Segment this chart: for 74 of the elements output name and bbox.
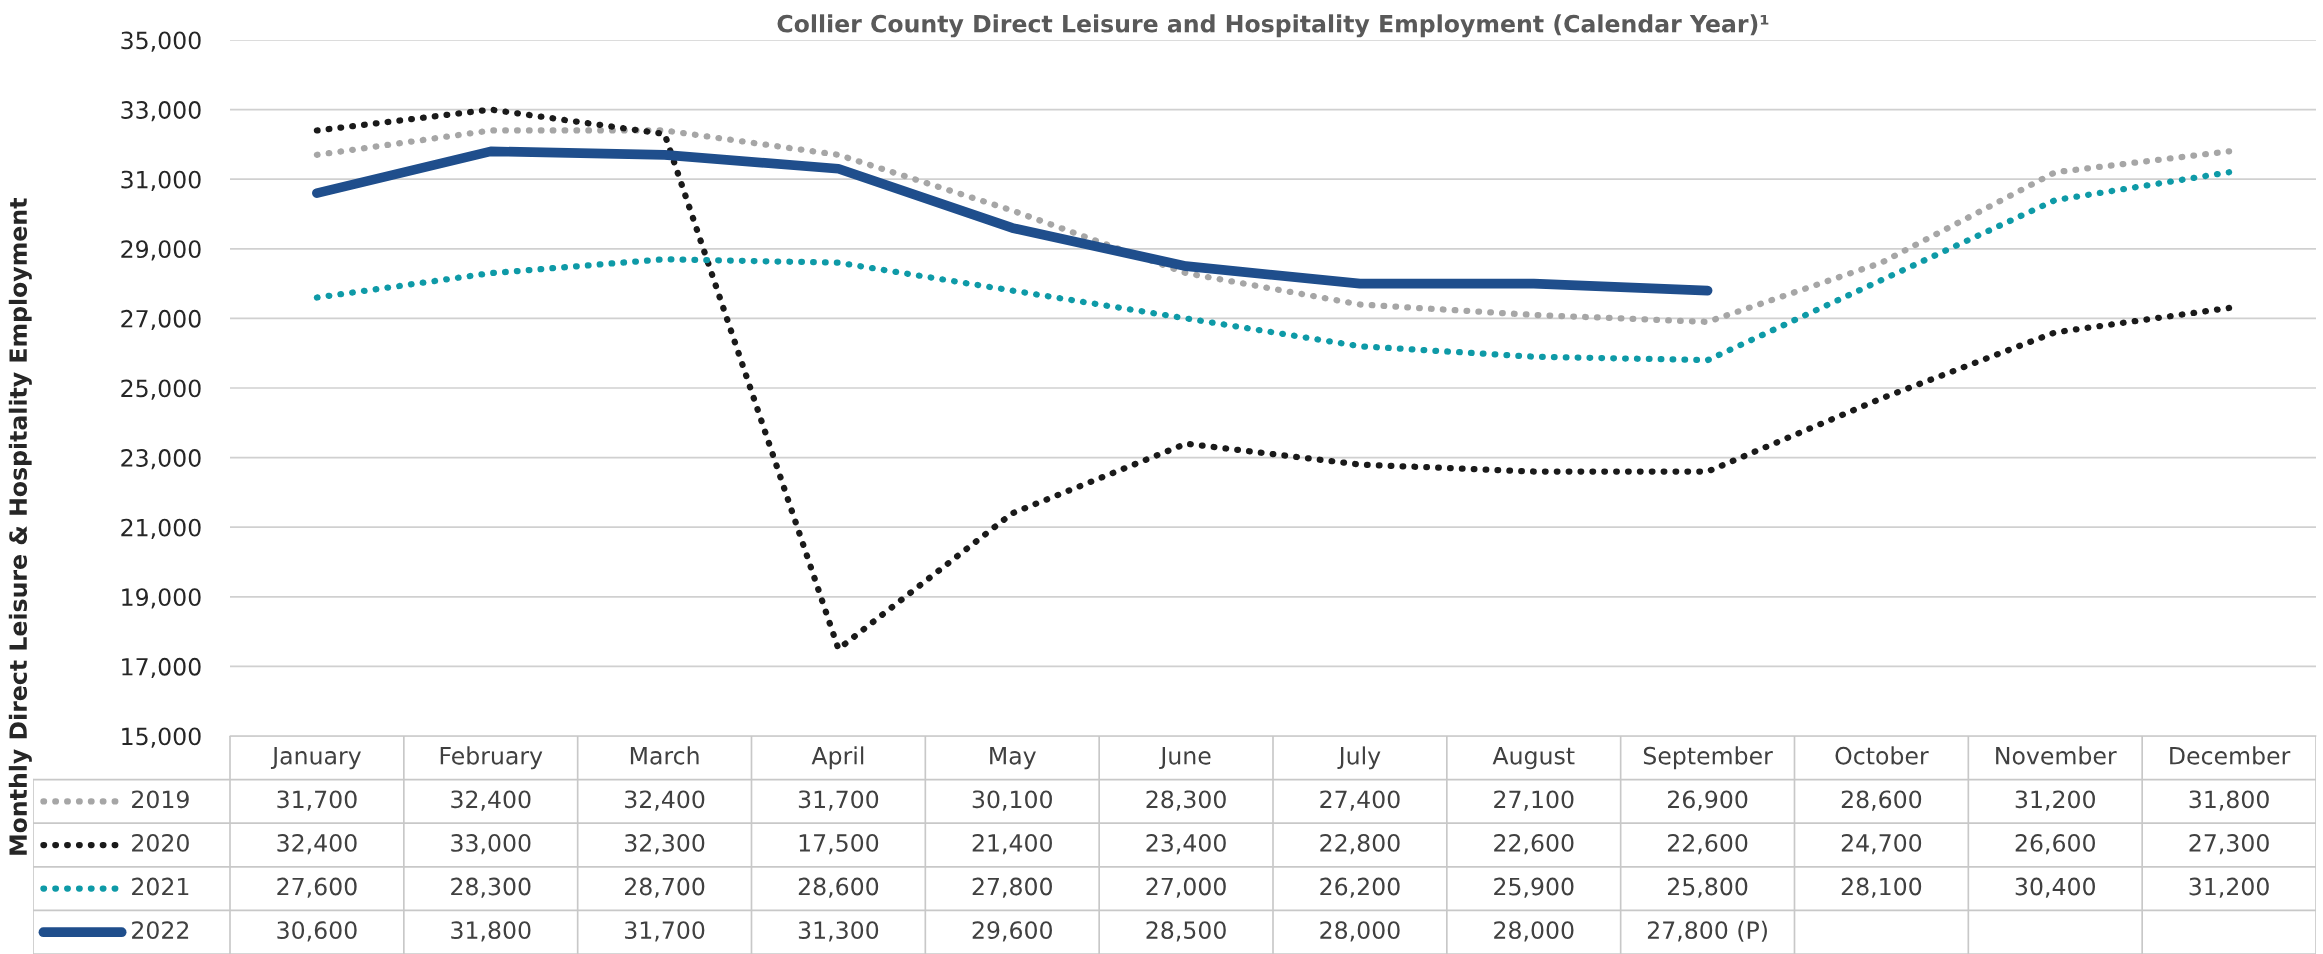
data-label: 30,600 (277, 921, 357, 942)
data-label: 27,300 (2189, 833, 2269, 855)
legend-label: 2020 (132, 833, 189, 852)
data-label: 31,700 (625, 921, 705, 942)
data-label: 31,300 (798, 921, 879, 942)
data-label: 27,800 (972, 877, 1052, 898)
chart-title: Collier County Direct Leisure and Hospitality Employment (Calendar Year)¹ (777, 14, 1769, 38)
data-label: 22,800 (1320, 833, 1400, 855)
y-tick-label: 17,000 (122, 657, 201, 679)
data-label: 32,400 (277, 833, 357, 855)
x-tick-label: May (990, 747, 1036, 770)
data-label: 22,600 (1494, 833, 1574, 855)
x-tick-label: November (1996, 746, 2117, 765)
data-label: 28,000 (1494, 921, 1574, 942)
y-axis-title: Monthly Direct Leisure & Hospitality Employment (8, 198, 32, 855)
y-tick-label: 25,000 (121, 379, 201, 400)
data-label: 32,300 (625, 833, 705, 855)
data-label: 28,700 (625, 877, 705, 898)
x-tick-label: December (2170, 746, 2291, 765)
data-label: 26,200 (1320, 877, 1400, 898)
data-label: 27,100 (1494, 790, 1574, 811)
data-label: 28,100 (1841, 877, 1922, 898)
data-label: 27,800 (P) (1647, 920, 1767, 942)
x-tick-label: June (1159, 747, 1211, 770)
data-label: 31,200 (2015, 790, 2095, 811)
x-tick-label: August (1492, 747, 1575, 770)
legend-label: 2021 (132, 877, 189, 896)
data-label: 28,300 (451, 877, 531, 898)
y-tick-label: 35,000 (121, 31, 201, 52)
y-tick-label: 31,000 (121, 170, 201, 191)
y-tick-label: 29,000 (121, 240, 201, 261)
data-label: 29,600 (972, 921, 1052, 942)
x-tick-label: March (630, 746, 699, 765)
data-label: 31,800 (2189, 790, 2269, 811)
data-label: 31,700 (277, 790, 357, 811)
data-label: 28,500 (1146, 921, 1226, 942)
data-label: 25,800 (1668, 877, 1748, 898)
y-tick-label: 23,000 (121, 449, 201, 470)
data-label: 27,400 (1320, 790, 1400, 811)
data-label: 32,400 (451, 790, 531, 811)
data-label: 27,600 (277, 877, 357, 898)
data-label: 23,400 (1146, 833, 1226, 855)
data-label: 28,600 (1841, 790, 1922, 811)
x-tick-label: February (440, 746, 543, 770)
data-label: 33,000 (451, 833, 531, 855)
data-label: 30,100 (972, 790, 1052, 811)
data-label: 32,400 (625, 790, 705, 811)
data-label: 22,600 (1668, 833, 1748, 855)
y-tick-label: 33,000 (121, 101, 201, 122)
legend-label: 2019 (132, 790, 189, 809)
data-label: 26,600 (2015, 833, 2095, 855)
legend-label: 2022 (132, 921, 189, 940)
data-label: 17,500 (799, 833, 879, 855)
data-label: 31,200 (2189, 877, 2269, 898)
x-tick-label: January (270, 747, 361, 770)
data-label: 28,300 (1146, 790, 1226, 811)
y-tick-label: 21,000 (121, 518, 201, 539)
data-label: 31,800 (451, 921, 531, 942)
x-tick-label: September (1643, 746, 1773, 770)
data-label: 24,700 (1841, 833, 1922, 855)
data-label: 28,000 (1320, 921, 1400, 942)
data-label: 28,600 (798, 877, 879, 898)
y-tick-label: 15,000 (122, 727, 201, 748)
data-label: 26,900 (1668, 790, 1748, 811)
data-label: 25,900 (1494, 877, 1574, 898)
y-tick-label: 27,000 (121, 309, 201, 331)
data-label: 27,000 (1146, 877, 1226, 898)
y-tick-label: 19,000 (122, 588, 201, 609)
data-label: 21,400 (972, 833, 1052, 855)
x-tick-label: July (1337, 746, 1381, 770)
data-label: 31,700 (798, 790, 879, 811)
x-tick-label: April (811, 746, 864, 770)
x-tick-label: October (1835, 746, 1929, 765)
data-label: 30,400 (2015, 877, 2095, 898)
